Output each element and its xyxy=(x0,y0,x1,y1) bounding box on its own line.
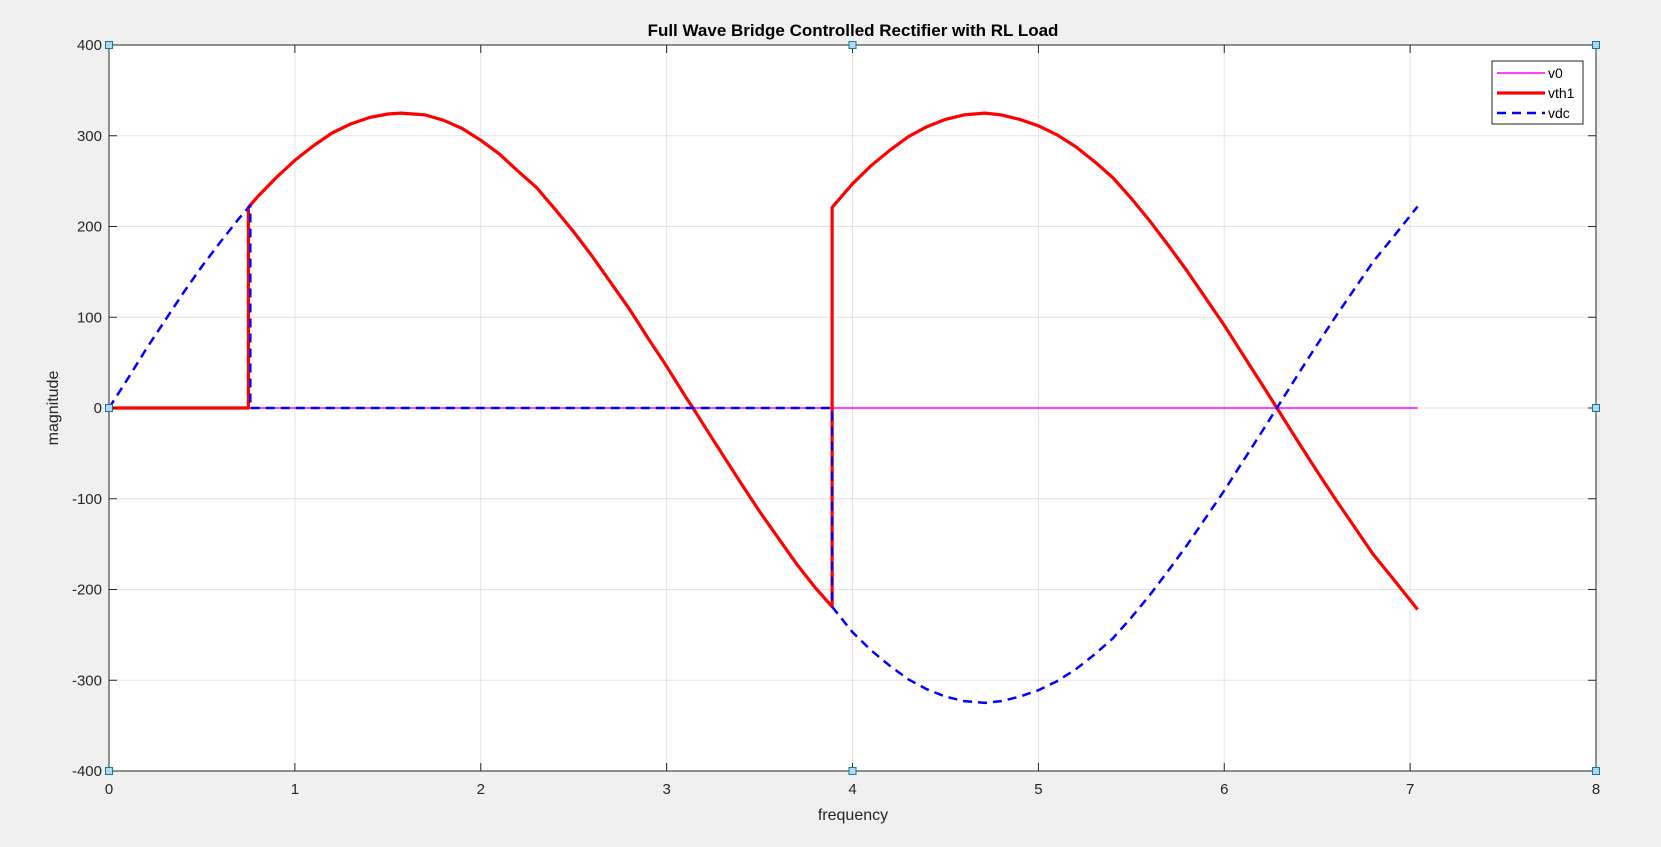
resize-handle[interactable] xyxy=(1592,404,1600,412)
x-axis-label: frequency xyxy=(818,807,888,824)
resize-handle[interactable] xyxy=(105,404,113,412)
ticks: 0 1 2 3 4 5 6 7 8 400 300 200 100 0 -100 -200 -300 -400 xyxy=(72,37,1600,798)
resize-handle[interactable] xyxy=(848,767,857,775)
resize-handle[interactable] xyxy=(1592,767,1600,775)
x-tick-label: 2 xyxy=(477,781,485,798)
series-line-vth1 xyxy=(109,111,1419,611)
x-tick-label: 7 xyxy=(1406,781,1414,798)
y-tick-label: -300 xyxy=(72,672,102,689)
x-tick-label: 3 xyxy=(662,781,670,798)
resize-handle[interactable] xyxy=(105,767,113,775)
x-tick-label: 6 xyxy=(1220,781,1228,798)
y-tick-label: -100 xyxy=(72,491,102,508)
chart-title: Full Wave Bridge Controlled Rectifier wi… xyxy=(648,21,1059,40)
y-tick-label: 100 xyxy=(77,309,102,326)
series-line-vdc xyxy=(107,204,1419,705)
x-tick-label: 4 xyxy=(848,781,856,798)
y-tick-label: 300 xyxy=(77,128,102,145)
selection-handles xyxy=(105,41,1600,775)
legend-label-v0: v0 xyxy=(1548,65,1563,81)
y-tick-label: 0 xyxy=(94,400,102,417)
x-tick-label: 0 xyxy=(105,781,113,798)
resize-handle[interactable] xyxy=(105,41,113,49)
y-tick-label: -200 xyxy=(72,582,102,599)
legend-items: v0 vth1 vdc xyxy=(1497,65,1575,121)
y-tick-label: 200 xyxy=(77,219,102,236)
y-tick-label: 400 xyxy=(77,37,102,54)
resize-handle[interactable] xyxy=(848,41,857,49)
resize-handle[interactable] xyxy=(1592,41,1600,49)
x-tick-label: 1 xyxy=(291,781,299,798)
y-tick-label: -400 xyxy=(72,763,102,780)
x-tick-label: 5 xyxy=(1034,781,1042,798)
legend[interactable]: v0 vth1 vdc xyxy=(1491,60,1584,125)
series-lines xyxy=(107,111,1419,705)
x-tick-label: 8 xyxy=(1592,781,1600,798)
y-axis-label: magnitude xyxy=(45,371,62,446)
legend-label-vdc: vdc xyxy=(1548,105,1570,121)
legend-label-vth1: vth1 xyxy=(1548,85,1575,101)
